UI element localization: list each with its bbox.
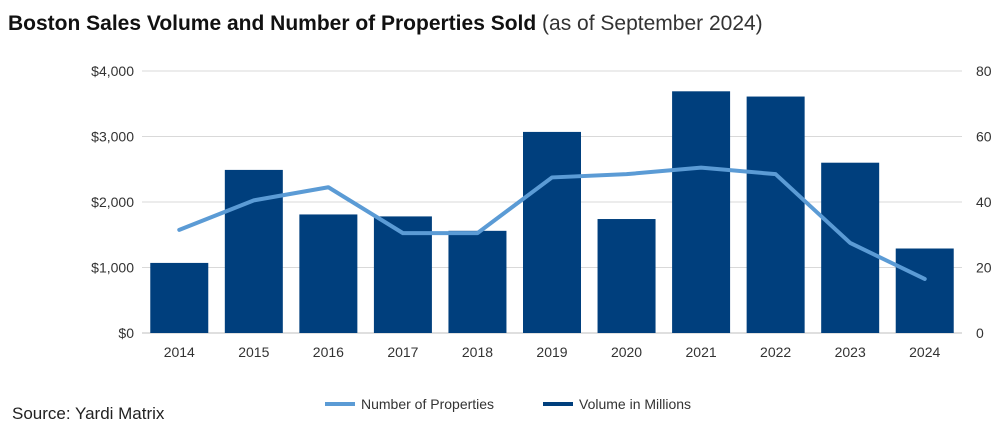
legend-line-swatch: [325, 402, 355, 406]
y-left-tick-label: $0: [118, 325, 134, 341]
y-right-tick-label: 0: [976, 325, 984, 341]
x-tick-label: 2020: [611, 344, 642, 360]
bar-volume: [448, 230, 507, 333]
legend-item-number-of-properties: Number of Properties: [325, 396, 494, 412]
y-right-tick-label: 80: [976, 63, 992, 79]
legend-item-volume-in-millions: Volume in Millions: [543, 396, 691, 412]
y-left-tick-label: $1,000: [91, 260, 134, 276]
bar-volume: [821, 162, 880, 333]
x-tick-label: 2017: [387, 344, 418, 360]
bar-volume: [523, 131, 581, 333]
legend-bar-swatch: [543, 402, 573, 406]
x-tick-label: 2022: [760, 344, 791, 360]
y-left-tick-label: $3,000: [91, 129, 134, 145]
chart-title-sub: (as of September 2024): [542, 12, 763, 35]
bar-volume: [746, 96, 805, 333]
bar-volume: [299, 214, 358, 333]
source-note: Source: Yardi Matrix: [12, 404, 165, 423]
x-tick-label: 2014: [164, 344, 195, 360]
x-tick-label: 2018: [462, 344, 493, 360]
x-tick-label: 2019: [536, 344, 567, 360]
x-tick-label: 2023: [835, 344, 866, 360]
legend-label-number-of-properties: Number of Properties: [361, 396, 495, 412]
bar-volume: [895, 248, 954, 333]
chart-legend: Number of Properties Volume in Millions: [0, 396, 1007, 416]
chart-title-main: Boston Sales Volume and Number of Proper…: [8, 12, 537, 35]
bar-volume: [150, 262, 209, 333]
x-tick-label: 2024: [909, 344, 940, 360]
legend-label-volume-in-millions: Volume in Millions: [579, 396, 692, 412]
chart-title: Boston Sales Volume and Number of Proper…: [8, 12, 763, 36]
y-right-tick-label: 60: [976, 129, 992, 145]
y-right-tick-label: 40: [976, 194, 992, 210]
bar-volume: [597, 219, 656, 333]
x-tick-label: 2016: [313, 344, 344, 360]
bar-volume: [224, 169, 283, 333]
x-tick-label: 2021: [686, 344, 717, 360]
y-left-tick-label: $2,000: [91, 194, 134, 210]
bar-volume: [373, 216, 432, 333]
y-left-tick-label: $4,000: [91, 63, 134, 79]
x-tick-label: 2015: [238, 344, 269, 360]
bar-volume: [672, 91, 731, 334]
y-right-tick-label: 20: [976, 260, 992, 276]
